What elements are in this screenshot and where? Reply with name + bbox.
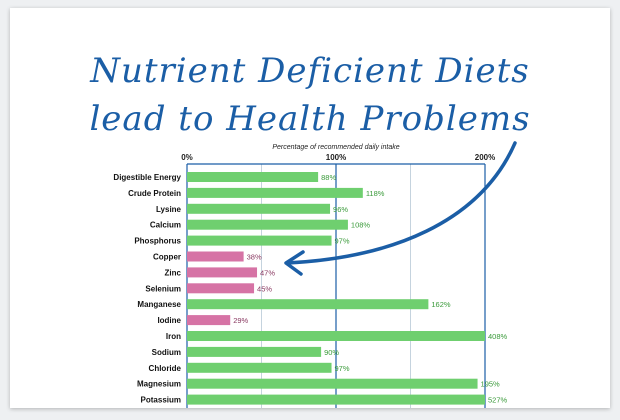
category-label: Selenium [145, 284, 181, 293]
bar [187, 346, 322, 357]
data-label: 97% [335, 237, 350, 246]
category-label: Lysine [156, 205, 182, 214]
category-label: Crude Protein [128, 189, 181, 198]
category-label: Iodine [157, 316, 181, 325]
category-label: Chloride [149, 364, 182, 373]
data-label: 195% [481, 380, 501, 389]
category-label: Sodium [152, 348, 181, 357]
data-label: 47% [260, 268, 275, 277]
bar [187, 251, 244, 262]
category-label: Digestible Energy [113, 173, 181, 182]
arrow-head [284, 250, 305, 276]
category-label: Magnesium [137, 380, 181, 389]
data-label: 90% [324, 348, 339, 357]
bar [187, 172, 319, 182]
bar [187, 315, 231, 326]
category-label: Iron [166, 332, 181, 341]
category-label: Calcium [150, 221, 181, 230]
bar [187, 267, 258, 278]
data-label: 29% [233, 316, 248, 325]
chart-card: Nutrient Deficient Diets lead to Health … [10, 8, 610, 408]
data-label: 38% [247, 253, 262, 262]
bar [187, 219, 348, 230]
x-tick-label: 200% [475, 153, 495, 162]
data-label: 408% [488, 332, 508, 341]
data-label: 108% [351, 221, 371, 230]
headline-line-2: lead to Health Problems [89, 99, 531, 139]
bar [187, 299, 429, 310]
bar [187, 331, 485, 341]
bar [187, 187, 363, 198]
axis-title: Percentage of recommended daily intake [272, 144, 399, 151]
bar [187, 203, 331, 214]
category-label: Phosphorus [134, 237, 181, 246]
arrow-curve [285, 141, 517, 265]
data-label: 162% [431, 300, 451, 309]
bar-chart: Percentage of recommended daily intake 0%… [113, 141, 517, 408]
bar [187, 362, 332, 373]
x-tick-label: 0% [181, 153, 193, 162]
bar [187, 378, 478, 389]
category-label: Copper [153, 253, 181, 262]
category-label: Zinc [165, 268, 182, 277]
data-label: 97% [335, 364, 350, 373]
bar [187, 283, 255, 294]
bar [187, 394, 485, 405]
data-label: 88% [321, 173, 336, 182]
data-label: 118% [366, 189, 385, 198]
category-label: Potassium [141, 396, 181, 405]
headline-line-1: Nutrient Deficient Diets [90, 51, 530, 91]
category-label: Manganese [137, 300, 181, 309]
bar [187, 235, 332, 246]
data-label: 45% [257, 284, 272, 293]
x-tick-label: 100% [326, 153, 346, 162]
data-label: 527% [488, 396, 508, 405]
data-label: 96% [333, 205, 348, 214]
